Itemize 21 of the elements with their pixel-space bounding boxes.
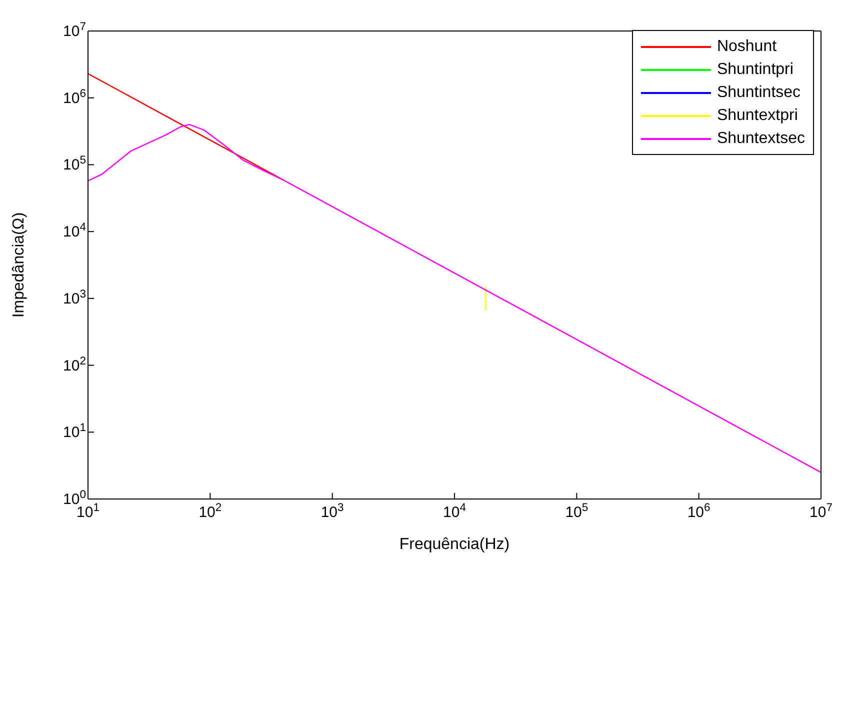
y-tick-label: 10$^{7}$ <box>63 21 86 40</box>
x-tick-label: 10$^{6}$ <box>687 502 710 521</box>
legend-label: Shuntextpri <box>716 106 798 124</box>
y-axis-title: Impedância(Ω) <box>10 212 28 318</box>
y-tick-label: 10$^{4}$ <box>63 222 86 241</box>
legend-label: Shuntintsec <box>716 84 801 102</box>
legend-label: Shuntintpri <box>716 60 794 78</box>
x-axis-title: Frequência(Hz) <box>399 536 510 553</box>
y-tick-label: 10$^{1}$ <box>63 422 86 442</box>
y-tick-label: 10$^{2}$ <box>63 355 86 374</box>
y-tick-label: 10$^{0}$ <box>63 489 86 508</box>
x-tick-label: 10$^{2}$ <box>198 502 222 521</box>
x-tick-label: 10$^{7}$ <box>810 502 832 521</box>
x-tick-label: 10$^{5}$ <box>565 502 588 521</box>
legend-label: Noshunt <box>716 38 777 56</box>
y-tick-label: 10$^{3}$ <box>63 288 86 308</box>
legend-label: Shuntextsec <box>716 130 805 148</box>
x-tick-label: 10$^{4}$ <box>443 502 466 521</box>
y-tick-label: 10$^{6}$ <box>63 88 86 107</box>
x-tick-label: 10$^{3}$ <box>320 502 344 521</box>
y-tick-label: 10$^{5}$ <box>63 154 86 174</box>
